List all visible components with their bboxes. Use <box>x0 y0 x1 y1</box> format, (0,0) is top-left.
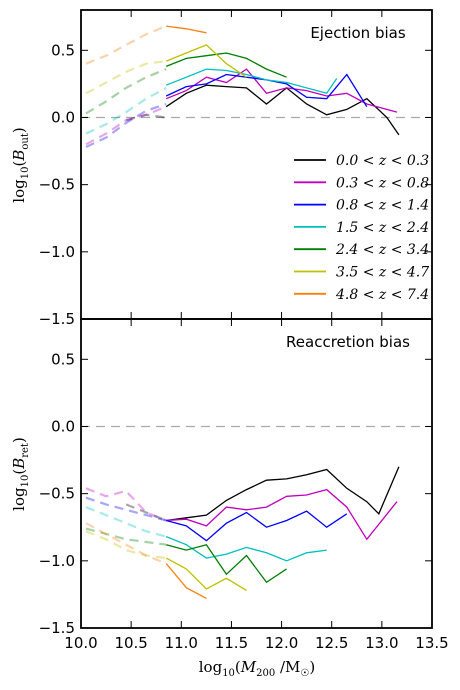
x-axis: 10.0 10.5 11.0 11.5 12.0 12.5 13.0 13.5 <box>64 634 448 652</box>
series-0-solid-line <box>165 84 400 136</box>
x-axis-label: log10(M200 /M☉) <box>199 658 316 679</box>
series-0-dashed-line <box>125 503 167 522</box>
x-tick-label: 13.5 <box>415 634 448 652</box>
ejection-bias-panel: 0.5 0.0 −0.5 −1.0 −1.5 Ejection bias 0.0 < z… <box>10 9 433 328</box>
series-6-dashed-line <box>85 522 167 565</box>
y-tick-label: −0.5 <box>39 176 75 194</box>
y-tick-label: 0.0 <box>51 108 75 126</box>
series-5-solid-line <box>165 44 247 78</box>
legend-label: 1.5 < z < 2.4 <box>336 220 429 236</box>
top-panel-lines <box>81 25 432 148</box>
series-0-solid-line <box>166 466 400 522</box>
top-panel-title: Ejection bias <box>310 24 406 42</box>
legend-label: 0.3 < z < 0.8 <box>336 175 429 191</box>
series-1-solid-line <box>165 68 398 113</box>
series-5-dashed-line <box>85 60 167 95</box>
top-panel-y-ticks: 0.5 0.0 −0.5 −1.0 −1.5 <box>39 10 433 328</box>
series-2-dashed-line <box>85 496 167 522</box>
series-4-dashed-line <box>85 527 167 546</box>
bottom-panel-frame <box>80 318 433 629</box>
bottom-panel-y-ticks: 0.5 0.0 −0.5 −1.0 −1.5 <box>39 319 433 637</box>
legend-label: 0.8 < z < 1.4 <box>336 198 429 214</box>
legend-label: 3.5 < z < 4.7 <box>336 265 429 281</box>
legend: 0.0 < z < 0.3 0.3 < z < 0.8 0.8 < z < 1.4 1… <box>294 153 429 303</box>
x-tick-label: 12.0 <box>265 634 298 652</box>
x-tick-label: 10.0 <box>64 634 97 652</box>
x-tick-label: 11.0 <box>165 634 198 652</box>
legend-label: 2.4 < z < 3.4 <box>335 242 429 258</box>
series-4-dashed-line <box>85 68 167 115</box>
top-y-axis-label: log10(Bout) <box>10 127 31 202</box>
series-0-dashed-line <box>125 113 167 122</box>
legend-label: 0.0 < z < 0.3 <box>336 153 429 169</box>
bottom-panel-title: Reaccretion bias <box>286 333 410 351</box>
series-6-dashed-line <box>85 25 167 65</box>
bottom-y-axis-label: log10(Bret) <box>10 437 31 511</box>
x-tick-label: 12.5 <box>315 634 348 652</box>
y-tick-label: −1.5 <box>39 619 75 637</box>
series-3-solid-line <box>165 535 327 562</box>
y-tick-label: 0.0 <box>51 417 75 435</box>
series-1-solid-line <box>166 488 398 541</box>
bottom-panel-lines <box>81 425 432 599</box>
series-3-dashed-line <box>85 86 167 135</box>
series-2-dashed-line <box>85 102 167 148</box>
legend-label: 4.8 < z < 7.4 <box>335 287 429 303</box>
series-4-solid-line <box>165 52 287 78</box>
series-3-solid-line <box>165 68 338 95</box>
series-5-solid-line <box>165 557 247 591</box>
series-1-dashed-line <box>85 105 167 146</box>
series-3-dashed-line <box>85 506 167 538</box>
y-tick-label: −1.0 <box>39 243 75 261</box>
series-2-solid-line <box>166 510 348 542</box>
series-1-dashed-line <box>85 487 167 522</box>
x-tick-label: 13.0 <box>365 634 398 652</box>
series-6-solid-line <box>165 563 207 599</box>
y-tick-label: −1.5 <box>39 310 75 328</box>
reaccretion-bias-panel: 0.5 0.0 −0.5 −1.0 −1.5 Reaccretion bias log1… <box>10 318 433 637</box>
x-tick-label: 10.5 <box>114 634 147 652</box>
series-4-solid-line <box>166 543 287 584</box>
y-tick-label: −1.0 <box>39 552 75 570</box>
y-tick-label: 0.5 <box>51 41 75 59</box>
y-tick-label: 0.5 <box>51 350 75 368</box>
series-6-solid-line <box>166 25 207 34</box>
y-tick-label: −0.5 <box>39 485 75 503</box>
x-tick-label: 11.5 <box>215 634 248 652</box>
